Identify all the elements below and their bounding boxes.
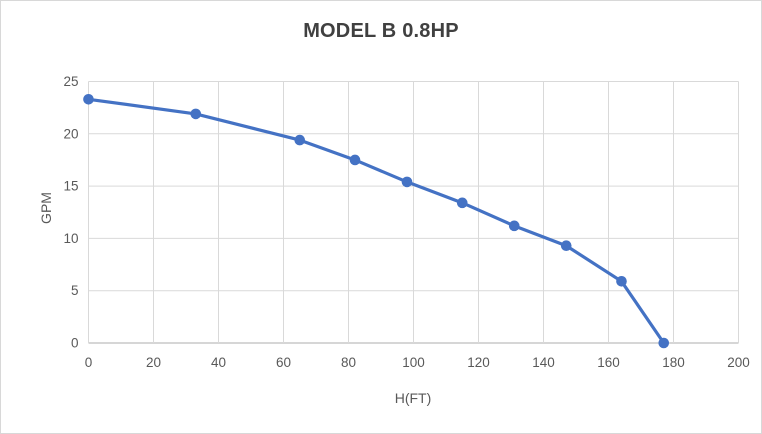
- data-point-marker: [508, 220, 520, 232]
- data-point-marker: [456, 197, 468, 209]
- data-point-marker: [294, 134, 306, 146]
- x-tick-label: 100: [402, 355, 425, 370]
- data-point-marker: [401, 176, 413, 188]
- x-tick-label: 140: [532, 355, 555, 370]
- data-point-marker: [349, 154, 361, 166]
- y-tick-label: 25: [63, 74, 78, 89]
- x-tick-label: 60: [276, 355, 291, 370]
- x-tick-label: 20: [146, 355, 161, 370]
- y-tick-label: 10: [63, 231, 78, 246]
- x-tick-label: 0: [85, 355, 93, 370]
- y-tick-label: 0: [71, 336, 79, 351]
- x-axis-title: H(FT): [394, 390, 432, 406]
- data-point-marker: [190, 108, 202, 120]
- series-line: [86, 97, 666, 345]
- x-tick-label: 180: [662, 355, 685, 370]
- data-point-marker: [83, 93, 94, 105]
- x-tick-label: 160: [597, 355, 620, 370]
- y-tick-label: 15: [63, 179, 78, 194]
- data-point-marker: [658, 337, 670, 349]
- x-tick-label: 80: [341, 355, 356, 370]
- y-tick-label: 20: [63, 126, 78, 141]
- y-tick-label: 5: [71, 283, 79, 298]
- data-point-marker: [560, 240, 572, 252]
- chart-title: MODEL B 0.8HP: [303, 20, 459, 42]
- x-tick-label: 120: [467, 355, 490, 370]
- x-tick-label: 200: [727, 355, 750, 370]
- data-point-marker: [616, 275, 627, 287]
- x-tick-label: 40: [211, 355, 226, 370]
